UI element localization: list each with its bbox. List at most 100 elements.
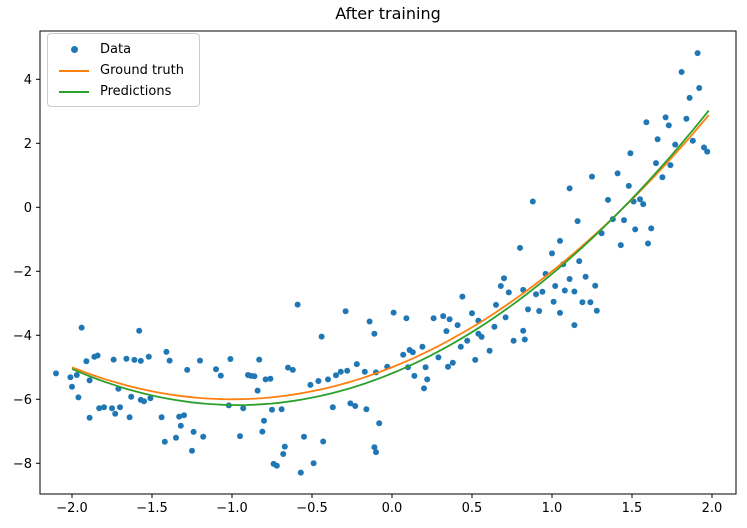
- data-point: [497, 283, 504, 289]
- data-point: [659, 174, 666, 181]
- data-point: [621, 217, 627, 224]
- data-point: [510, 337, 517, 344]
- data-point: [184, 366, 191, 373]
- legend: Data Ground truth Predictions: [47, 33, 200, 107]
- data-point: [141, 398, 147, 405]
- data-point: [632, 226, 639, 233]
- data-point: [464, 337, 471, 344]
- data-point: [200, 433, 207, 440]
- y-tick-label: −2: [13, 265, 32, 280]
- data-point: [342, 308, 349, 315]
- x-tick-label: 1.5: [622, 501, 643, 516]
- data-point: [443, 328, 450, 335]
- predictions-curve: [71, 109, 710, 407]
- data-point: [694, 50, 701, 57]
- data-point: [678, 69, 685, 75]
- data-point: [123, 355, 130, 362]
- data-point: [605, 196, 611, 203]
- x-tick-label: −1.0: [216, 501, 248, 516]
- scatter-dot-icon: [70, 46, 78, 53]
- data-point: [701, 144, 707, 151]
- data-point: [411, 372, 418, 379]
- data-point: [315, 378, 322, 384]
- data-point: [145, 353, 152, 360]
- x-tick-label: −2.0: [56, 501, 88, 516]
- legend-label-predictions: Predictions: [100, 84, 172, 99]
- data-point: [640, 201, 647, 208]
- data-point: [181, 412, 187, 419]
- x-axis-ticks: −2.0 −1.5 −1.0 −0.5 0.0 0.5 1.0 1.5 2.0: [56, 494, 722, 516]
- data-point: [117, 404, 123, 411]
- data-point: [240, 405, 247, 412]
- data-point: [128, 393, 135, 400]
- data-point: [147, 395, 154, 402]
- data-point: [449, 359, 456, 366]
- data-point: [371, 330, 378, 337]
- data-point: [297, 469, 304, 476]
- data-point: [637, 196, 643, 203]
- data-point: [571, 288, 578, 295]
- data-point: [251, 373, 258, 380]
- data-point: [501, 275, 507, 282]
- data-point: [654, 136, 661, 143]
- data-point: [86, 414, 93, 421]
- data-point: [261, 417, 267, 424]
- data-point: [269, 406, 275, 413]
- data-point: [457, 343, 464, 350]
- chart-title: After training: [335, 4, 441, 23]
- legend-item-ground-truth: Ground truth: [55, 60, 191, 81]
- data-point: [73, 372, 80, 378]
- data-point: [289, 366, 296, 373]
- data-point: [333, 372, 339, 379]
- data-point: [469, 310, 475, 317]
- data-point: [552, 283, 559, 289]
- ground-truth-curve: [71, 114, 710, 401]
- data-point: [137, 357, 144, 364]
- data-point: [653, 160, 659, 167]
- x-tick-label: −0.5: [296, 501, 328, 516]
- data-point: [273, 462, 280, 469]
- data-point: [400, 351, 407, 358]
- data-point: [301, 433, 307, 440]
- data-point: [689, 137, 696, 144]
- legend-item-predictions: Predictions: [55, 81, 191, 102]
- data-point: [112, 410, 119, 417]
- legend-label-ground-truth: Ground truth: [100, 63, 184, 78]
- data-point: [486, 347, 493, 354]
- y-axis-ticks: 4 2 0 −2 −4 −6 −8: [13, 73, 40, 472]
- data-point: [536, 308, 543, 314]
- data-point: [285, 364, 291, 371]
- data-point: [189, 447, 195, 454]
- data-point: [96, 405, 103, 412]
- data-point: [256, 356, 263, 363]
- data-point: [430, 315, 437, 322]
- data-point: [75, 394, 82, 401]
- data-point: [472, 356, 479, 363]
- data-point: [371, 444, 378, 451]
- data-point: [390, 309, 397, 316]
- data-point: [587, 299, 594, 306]
- data-point: [294, 301, 301, 308]
- data-point: [648, 225, 655, 232]
- data-point: [459, 293, 466, 300]
- data-point: [614, 170, 621, 177]
- data-point: [704, 148, 711, 155]
- predictions-line-icon: [59, 90, 89, 93]
- data-point: [307, 381, 314, 388]
- data-point: [310, 460, 317, 467]
- data-point: [419, 343, 426, 350]
- legend-label-data: Data: [100, 42, 132, 57]
- data-point: [478, 333, 485, 340]
- data-point: [325, 376, 331, 383]
- data-point: [493, 301, 499, 308]
- data-point: [667, 162, 674, 169]
- data-point: [550, 298, 557, 305]
- x-tick-label: 2.0: [702, 501, 723, 516]
- data-point: [421, 385, 427, 392]
- data-point: [557, 237, 563, 244]
- data-point: [582, 273, 589, 280]
- data-point: [136, 327, 143, 334]
- data-point: [446, 316, 453, 323]
- data-point: [627, 150, 634, 157]
